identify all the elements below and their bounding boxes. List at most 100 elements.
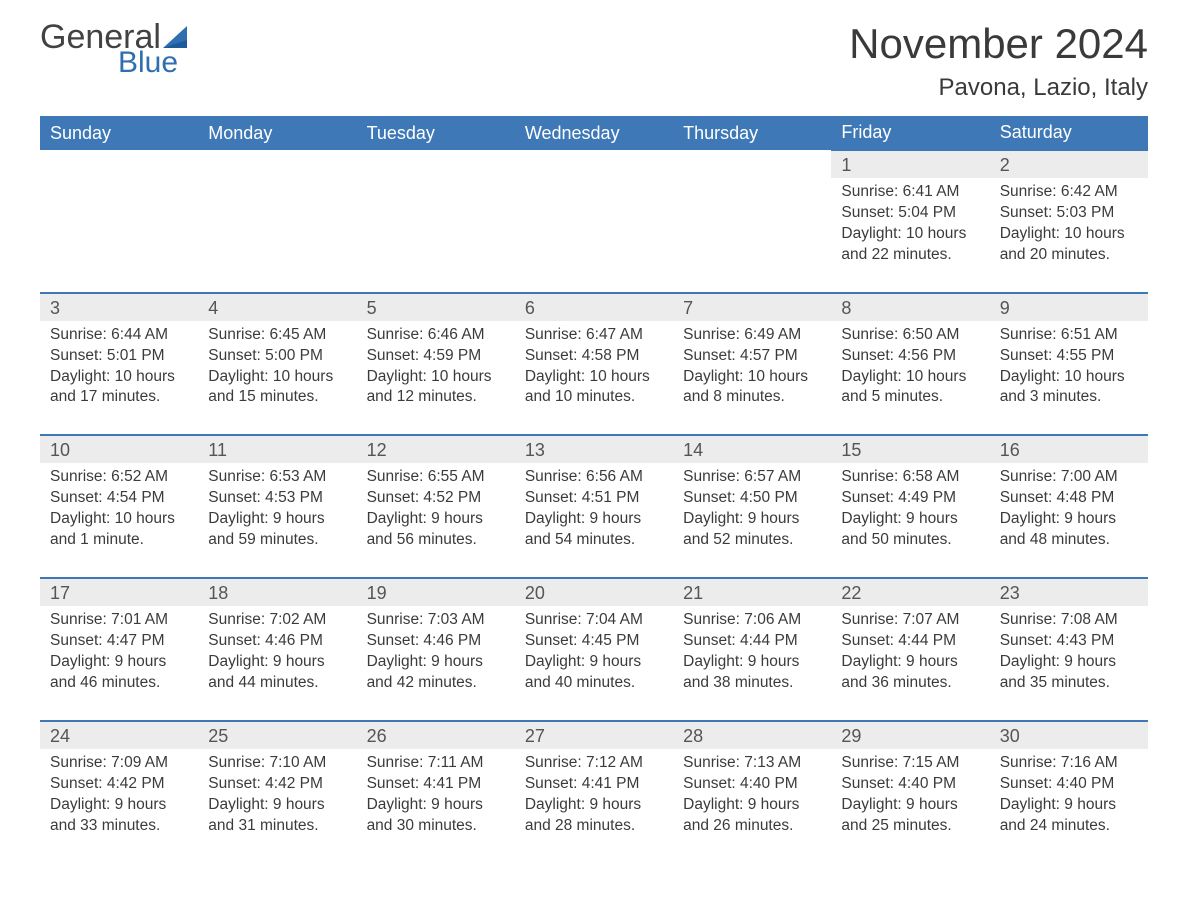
empty-cell: [357, 178, 515, 293]
day-number: 21: [673, 578, 831, 606]
sunset-text: Sunset: 4:59 PM: [367, 347, 482, 364]
sunrise-text: Sunrise: 6:49 AM: [683, 326, 801, 343]
week-number-row: 24252627282930: [40, 721, 1148, 749]
sunset-text: Sunset: 4:43 PM: [1000, 632, 1115, 649]
daylight-text: Daylight: 9 hours and 54 minutes.: [525, 510, 641, 548]
sunrise-text: Sunrise: 7:15 AM: [841, 754, 959, 771]
daylight-text: Daylight: 9 hours and 44 minutes.: [208, 653, 324, 691]
sunrise-text: Sunrise: 7:12 AM: [525, 754, 643, 771]
page-header: General Blue November 2024 Pavona, Lazio…: [40, 20, 1148, 112]
day-info: Sunrise: 6:55 AMSunset: 4:52 PMDaylight:…: [357, 463, 515, 578]
sunset-text: Sunset: 4:42 PM: [208, 775, 323, 792]
sunset-text: Sunset: 4:40 PM: [1000, 775, 1115, 792]
brand-word-2: Blue: [118, 48, 193, 78]
brand-logo: General Blue: [40, 20, 193, 78]
day-number: 12: [357, 435, 515, 463]
daylight-text: Daylight: 10 hours and 8 minutes.: [683, 368, 808, 406]
day-header: Monday: [198, 116, 356, 150]
title-block: November 2024 Pavona, Lazio, Italy: [849, 20, 1148, 112]
day-number: 22: [831, 578, 989, 606]
day-number: 24: [40, 721, 198, 749]
empty-cell: [673, 150, 831, 178]
daylight-text: Daylight: 9 hours and 24 minutes.: [1000, 796, 1116, 834]
day-info: Sunrise: 7:06 AMSunset: 4:44 PMDaylight:…: [673, 606, 831, 721]
week-info-row: Sunrise: 6:44 AMSunset: 5:01 PMDaylight:…: [40, 321, 1148, 436]
day-number: 15: [831, 435, 989, 463]
daylight-text: Daylight: 9 hours and 31 minutes.: [208, 796, 324, 834]
sunset-text: Sunset: 4:53 PM: [208, 489, 323, 506]
sunrise-text: Sunrise: 6:45 AM: [208, 326, 326, 343]
day-info: Sunrise: 6:50 AMSunset: 4:56 PMDaylight:…: [831, 321, 989, 436]
sunset-text: Sunset: 4:44 PM: [841, 632, 956, 649]
daylight-text: Daylight: 9 hours and 42 minutes.: [367, 653, 483, 691]
daylight-text: Daylight: 9 hours and 56 minutes.: [367, 510, 483, 548]
sunset-text: Sunset: 4:44 PM: [683, 632, 798, 649]
daylight-text: Daylight: 9 hours and 48 minutes.: [1000, 510, 1116, 548]
sunset-text: Sunset: 5:01 PM: [50, 347, 165, 364]
sunrise-text: Sunrise: 7:07 AM: [841, 611, 959, 628]
sunrise-text: Sunrise: 7:10 AM: [208, 754, 326, 771]
sunset-text: Sunset: 4:50 PM: [683, 489, 798, 506]
day-number: 16: [990, 435, 1148, 463]
day-number: 5: [357, 293, 515, 321]
week-info-row: Sunrise: 7:01 AMSunset: 4:47 PMDaylight:…: [40, 606, 1148, 721]
daylight-text: Daylight: 9 hours and 25 minutes.: [841, 796, 957, 834]
empty-cell: [40, 178, 198, 293]
location-text: Pavona, Lazio, Italy: [849, 74, 1148, 102]
sunrise-text: Sunrise: 7:13 AM: [683, 754, 801, 771]
week-number-row: 10111213141516: [40, 435, 1148, 463]
empty-cell: [515, 178, 673, 293]
sunrise-text: Sunrise: 6:51 AM: [1000, 326, 1118, 343]
week-info-row: Sunrise: 6:41 AMSunset: 5:04 PMDaylight:…: [40, 178, 1148, 293]
day-number: 20: [515, 578, 673, 606]
daylight-text: Daylight: 9 hours and 26 minutes.: [683, 796, 799, 834]
day-info: Sunrise: 6:58 AMSunset: 4:49 PMDaylight:…: [831, 463, 989, 578]
day-info: Sunrise: 7:13 AMSunset: 4:40 PMDaylight:…: [673, 749, 831, 863]
daylight-text: Daylight: 10 hours and 20 minutes.: [1000, 225, 1125, 263]
sunrise-text: Sunrise: 7:04 AM: [525, 611, 643, 628]
sunset-text: Sunset: 4:41 PM: [525, 775, 640, 792]
day-info: Sunrise: 7:15 AMSunset: 4:40 PMDaylight:…: [831, 749, 989, 863]
sunrise-text: Sunrise: 7:08 AM: [1000, 611, 1118, 628]
sunset-text: Sunset: 5:04 PM: [841, 204, 956, 221]
daylight-text: Daylight: 10 hours and 22 minutes.: [841, 225, 966, 263]
daylight-text: Daylight: 10 hours and 3 minutes.: [1000, 368, 1125, 406]
day-info: Sunrise: 7:01 AMSunset: 4:47 PMDaylight:…: [40, 606, 198, 721]
week-number-row: 12: [40, 150, 1148, 178]
daylight-text: Daylight: 9 hours and 35 minutes.: [1000, 653, 1116, 691]
sunset-text: Sunset: 4:58 PM: [525, 347, 640, 364]
sunset-text: Sunset: 4:52 PM: [367, 489, 482, 506]
day-number: 26: [357, 721, 515, 749]
daylight-text: Daylight: 10 hours and 17 minutes.: [50, 368, 175, 406]
day-info: Sunrise: 6:47 AMSunset: 4:58 PMDaylight:…: [515, 321, 673, 436]
sunrise-text: Sunrise: 6:52 AM: [50, 468, 168, 485]
day-info: Sunrise: 6:44 AMSunset: 5:01 PMDaylight:…: [40, 321, 198, 436]
day-header-row: SundayMondayTuesdayWednesdayThursdayFrid…: [40, 116, 1148, 150]
sunrise-text: Sunrise: 6:42 AM: [1000, 183, 1118, 200]
sunset-text: Sunset: 4:56 PM: [841, 347, 956, 364]
day-info: Sunrise: 6:45 AMSunset: 5:00 PMDaylight:…: [198, 321, 356, 436]
daylight-text: Daylight: 9 hours and 52 minutes.: [683, 510, 799, 548]
day-number: 27: [515, 721, 673, 749]
sunset-text: Sunset: 5:03 PM: [1000, 204, 1115, 221]
day-number: 28: [673, 721, 831, 749]
day-info: Sunrise: 6:42 AM Sunset: 5:03 PM Daylight:…: [990, 178, 1148, 293]
day-number: 14: [673, 435, 831, 463]
sunrise-text: Sunrise: 6:57 AM: [683, 468, 801, 485]
day-header: Saturday: [990, 116, 1148, 150]
sunset-text: Sunset: 4:46 PM: [208, 632, 323, 649]
day-number: 2: [990, 150, 1148, 178]
sunrise-text: Sunrise: 7:09 AM: [50, 754, 168, 771]
day-info: Sunrise: 6:52 AMSunset: 4:54 PMDaylight:…: [40, 463, 198, 578]
day-info: Sunrise: 7:08 AM Sunset: 4:43 PM Daylight:…: [990, 606, 1148, 721]
sunrise-text: Sunrise: 6:53 AM: [208, 468, 326, 485]
day-number: 29: [831, 721, 989, 749]
empty-cell: [40, 150, 198, 178]
empty-cell: [515, 150, 673, 178]
day-info: Sunrise: 7:12 AMSunset: 4:41 PMDaylight:…: [515, 749, 673, 863]
day-number: 4: [198, 293, 356, 321]
day-number: 9: [990, 293, 1148, 321]
sunset-text: Sunset: 4:54 PM: [50, 489, 165, 506]
day-info: Sunrise: 6:41 AMSunset: 5:04 PMDaylight:…: [831, 178, 989, 293]
sunset-text: Sunset: 4:42 PM: [50, 775, 165, 792]
